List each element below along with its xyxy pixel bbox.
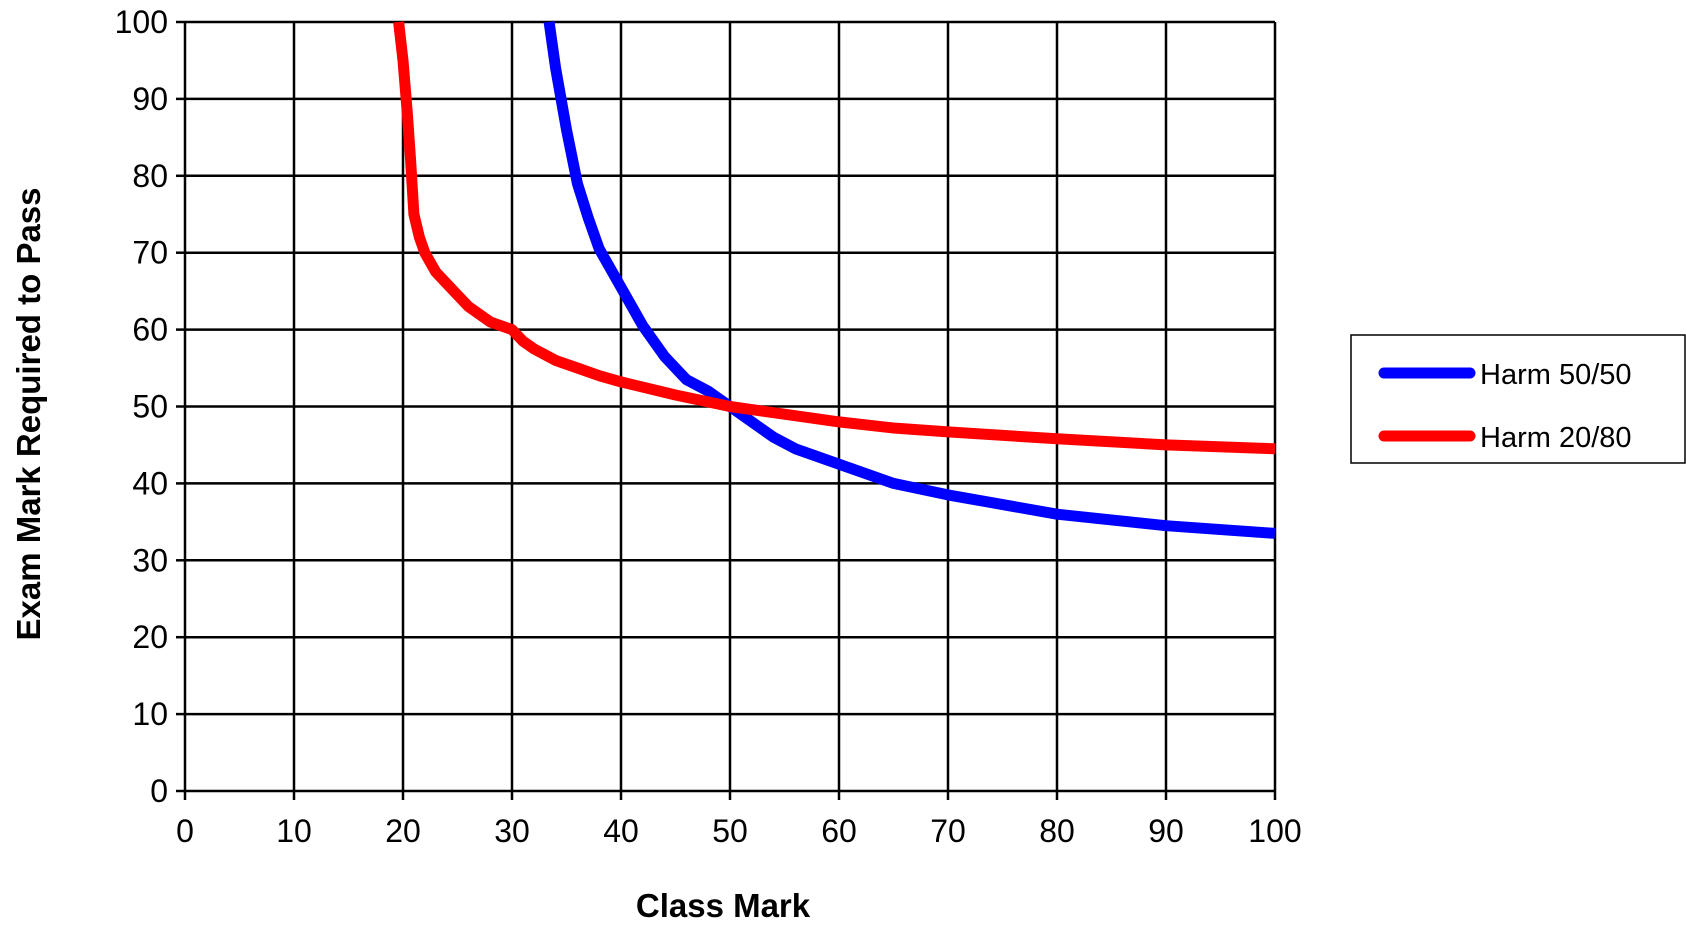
legend: Harm 50/50 Harm 20/80	[1350, 334, 1686, 464]
x-tick-label: 40	[603, 813, 639, 849]
x-tick-label: 60	[821, 813, 857, 849]
x-tick-label: 10	[276, 813, 312, 849]
x-axis-title: Class Mark	[636, 887, 811, 924]
legend-box	[1350, 334, 1686, 464]
y-tick-label: 50	[132, 389, 168, 425]
y-tick-label: 10	[132, 696, 168, 732]
legend-label-harm-20-80: Harm 20/80	[1480, 422, 1632, 454]
grid-lines	[185, 20, 1277, 791]
y-tick-label: 60	[132, 312, 168, 348]
y-tick-label: 70	[132, 235, 168, 271]
x-tick-label: 0	[176, 813, 194, 849]
y-tick-label: 0	[150, 773, 168, 809]
x-tick-label: 70	[930, 813, 966, 849]
x-tick-label: 30	[494, 813, 530, 849]
x-tick-label: 100	[1248, 813, 1301, 849]
x-tick-label: 20	[385, 813, 421, 849]
tick-labels: 0 10 20 30 40 50 60 70 80 90 100 0 10 20 30 40 50 60 70 80 9…	[115, 4, 1302, 849]
series-line-harm-20-80	[393, 21, 1276, 455]
series-lines	[393, 21, 1276, 539]
y-tick-label: 20	[132, 619, 168, 655]
x-tick-label: 50	[712, 813, 748, 849]
y-tick-label: 40	[132, 465, 168, 501]
series-line-harm-50-50	[543, 21, 1276, 539]
y-tick-label: 80	[132, 158, 168, 194]
y-tick-label: 100	[115, 4, 168, 40]
y-axis-title: Exam Mark Required to Pass	[10, 187, 47, 640]
axes	[176, 20, 1277, 800]
legend-label-harm-50-50: Harm 50/50	[1480, 359, 1632, 391]
y-tick-label: 90	[132, 81, 168, 117]
x-tick-label: 80	[1039, 813, 1075, 849]
x-tick-label: 90	[1148, 813, 1184, 849]
y-tick-label: 30	[132, 542, 168, 578]
